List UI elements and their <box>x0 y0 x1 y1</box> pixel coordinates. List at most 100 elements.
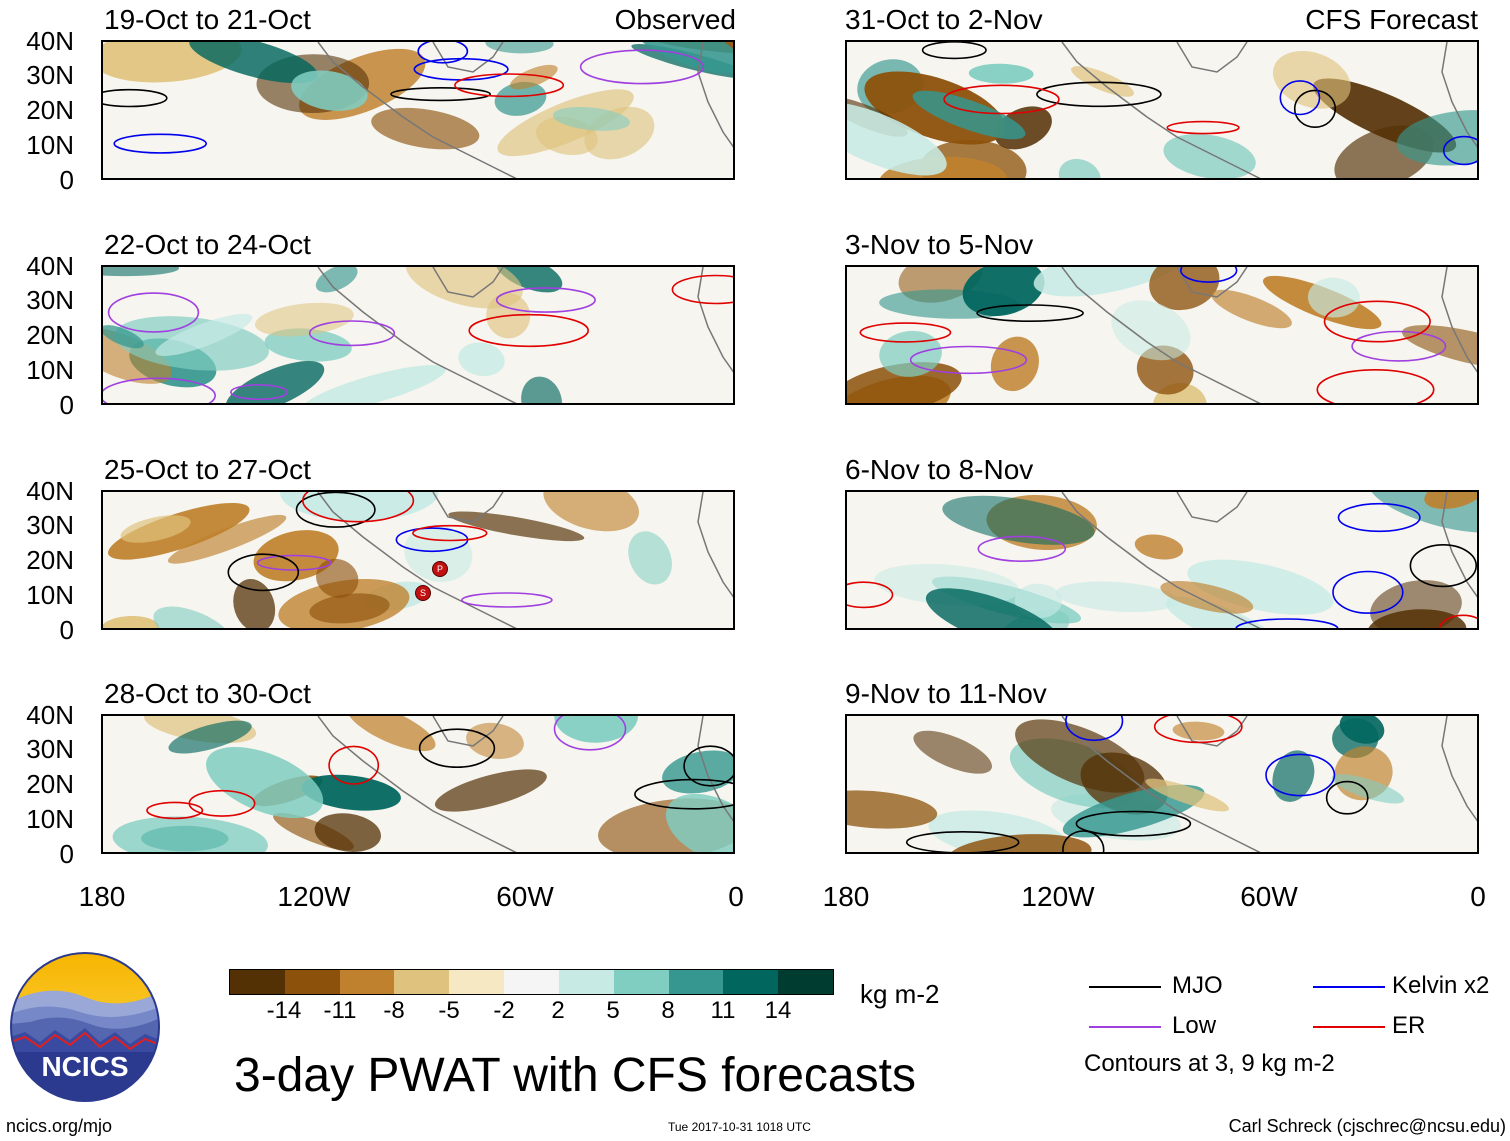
pwat-anomaly-region <box>1160 580 1254 614</box>
legend-line-kelvin <box>1313 986 1385 988</box>
lon-label-right-120w: 120W <box>1021 881 1095 912</box>
colorbar <box>229 969 834 995</box>
pwat-anomaly-region <box>315 267 358 293</box>
panel-title-forecast-3: 6-Nov to 8-Nov <box>845 454 1034 485</box>
panel-title-observed-4: 28-Oct to 30-Oct <box>104 678 311 709</box>
lon-label-left-0: 0 <box>728 881 744 912</box>
lat-label: 40N <box>26 700 74 730</box>
lon-label-right-0: 0 <box>1470 881 1486 912</box>
pwat-anomaly-region <box>552 106 630 131</box>
footer-url[interactable]: ncics.org/mjo <box>6 1116 113 1136</box>
pwat-anomaly-region <box>458 342 505 377</box>
lat-label: 0 <box>59 839 74 869</box>
pwat-anomaly-region <box>554 716 639 743</box>
wave-contour <box>1265 753 1336 797</box>
colorbar-swatch <box>449 970 505 994</box>
pwat-anomaly-region <box>847 362 962 403</box>
colorbar-tick: 8 <box>661 997 675 1024</box>
pwat-anomaly-region <box>1424 492 1477 509</box>
lon-label-left-180: 180 <box>78 881 126 912</box>
pwat-anomaly-region <box>1272 50 1351 109</box>
pwat-anomaly-region <box>847 101 947 176</box>
map-field <box>103 267 733 403</box>
wave-contour <box>905 831 1020 852</box>
wave-contour <box>1036 81 1162 108</box>
pwat-anomaly-region <box>1015 719 1145 793</box>
wave-contour <box>671 274 733 305</box>
ncics-logo: NCICS <box>10 952 160 1102</box>
pwat-anomaly-region <box>521 376 563 403</box>
storm-marker-s: S <box>415 585 431 601</box>
map-field <box>847 716 1477 852</box>
colorbar-tick: -11 <box>323 997 357 1024</box>
wave-contour <box>1180 267 1238 283</box>
wave-contour <box>1337 502 1421 533</box>
pwat-anomaly-region <box>1307 277 1360 318</box>
pwat-anomaly-region <box>1172 721 1225 741</box>
wave-contour <box>1153 716 1243 744</box>
wave-contour <box>412 524 488 542</box>
pwat-anomaly-region <box>434 769 547 812</box>
pwat-anomaly-region <box>1211 289 1292 329</box>
colorbar-tick: 5 <box>606 997 620 1024</box>
figure-title: 3-day PWAT with CFS forecasts <box>234 1049 916 1102</box>
map-field <box>847 492 1477 628</box>
pwat-anomaly-region <box>494 81 547 116</box>
map-panel-forecast-3 <box>845 490 1479 630</box>
pwat-anomaly-region <box>347 716 436 752</box>
map-panel-observed-4 <box>101 714 735 854</box>
colorbar-swatch <box>558 970 614 994</box>
wave-contour <box>468 313 590 348</box>
wave-contour <box>103 377 216 403</box>
pwat-anomaly-region <box>103 267 180 277</box>
wave-contour <box>553 716 627 751</box>
wave-contour <box>1409 543 1477 588</box>
colorbar-swatch <box>668 970 724 994</box>
wave-contour <box>390 86 491 102</box>
wave-contour <box>1332 570 1404 614</box>
colorbar-tick: -5 <box>438 997 460 1024</box>
pwat-anomaly-region <box>1055 581 1179 613</box>
pwat-anomaly-region <box>1071 66 1134 97</box>
pwat-anomaly-region <box>947 834 1092 852</box>
colorbar-swatch <box>723 970 779 994</box>
pwat-anomaly-region <box>1152 382 1207 403</box>
wave-contour <box>943 84 1060 115</box>
colorbar-swatch <box>504 970 559 994</box>
legend-label-low: Low <box>1172 1012 1217 1039</box>
wave-contour <box>1166 120 1240 135</box>
lat-label: 30N <box>26 60 74 90</box>
lat-label: 40N <box>26 476 74 506</box>
pwat-anomaly-region <box>189 42 318 84</box>
pwat-anomaly-region <box>371 107 480 150</box>
pwat-anomaly-region <box>925 588 1060 628</box>
wave-contour <box>921 42 987 60</box>
pwat-anomaly-region <box>990 336 1039 392</box>
lat-label: 20N <box>26 320 74 350</box>
pwat-anomaly-region <box>1396 110 1477 166</box>
legend-note: Contours at 3, 9 kg m-2 <box>1084 1050 1335 1077</box>
map-panel-forecast-1 <box>845 40 1479 180</box>
pwat-anomaly-region <box>264 328 352 362</box>
map-panel-forecast-2 <box>845 265 1479 405</box>
wave-contour <box>1316 369 1435 403</box>
legend-line-mjo <box>1089 986 1161 988</box>
colorbar-tick: 2 <box>551 997 565 1024</box>
wave-contour <box>495 287 596 313</box>
panel-title-forecast-4: 9-Nov to 11-Nov <box>845 678 1047 709</box>
pwat-anomaly-region <box>1134 534 1184 560</box>
lon-label-right-180: 180 <box>822 881 870 912</box>
lat-label: 40N <box>26 251 74 281</box>
pwat-anomaly-region <box>942 495 1095 545</box>
colorbar-swatch <box>778 970 833 994</box>
panel-title-forecast-1: 31-Oct to 2-Nov <box>845 4 1043 35</box>
colorbar-units: kg m-2 <box>860 979 940 1009</box>
lat-label: 10N <box>26 355 74 385</box>
lat-label: 30N <box>26 285 74 315</box>
pwat-anomaly-region <box>120 515 191 543</box>
colorbar-tick: 11 <box>710 997 736 1024</box>
forecast-label: CFS Forecast <box>1305 4 1478 35</box>
lon-label-left-120w: 120W <box>277 881 351 912</box>
lon-label-left-60w: 60W <box>496 881 554 912</box>
footer-timestamp: Tue 2017-10-31 1018 UTC <box>668 1120 811 1134</box>
